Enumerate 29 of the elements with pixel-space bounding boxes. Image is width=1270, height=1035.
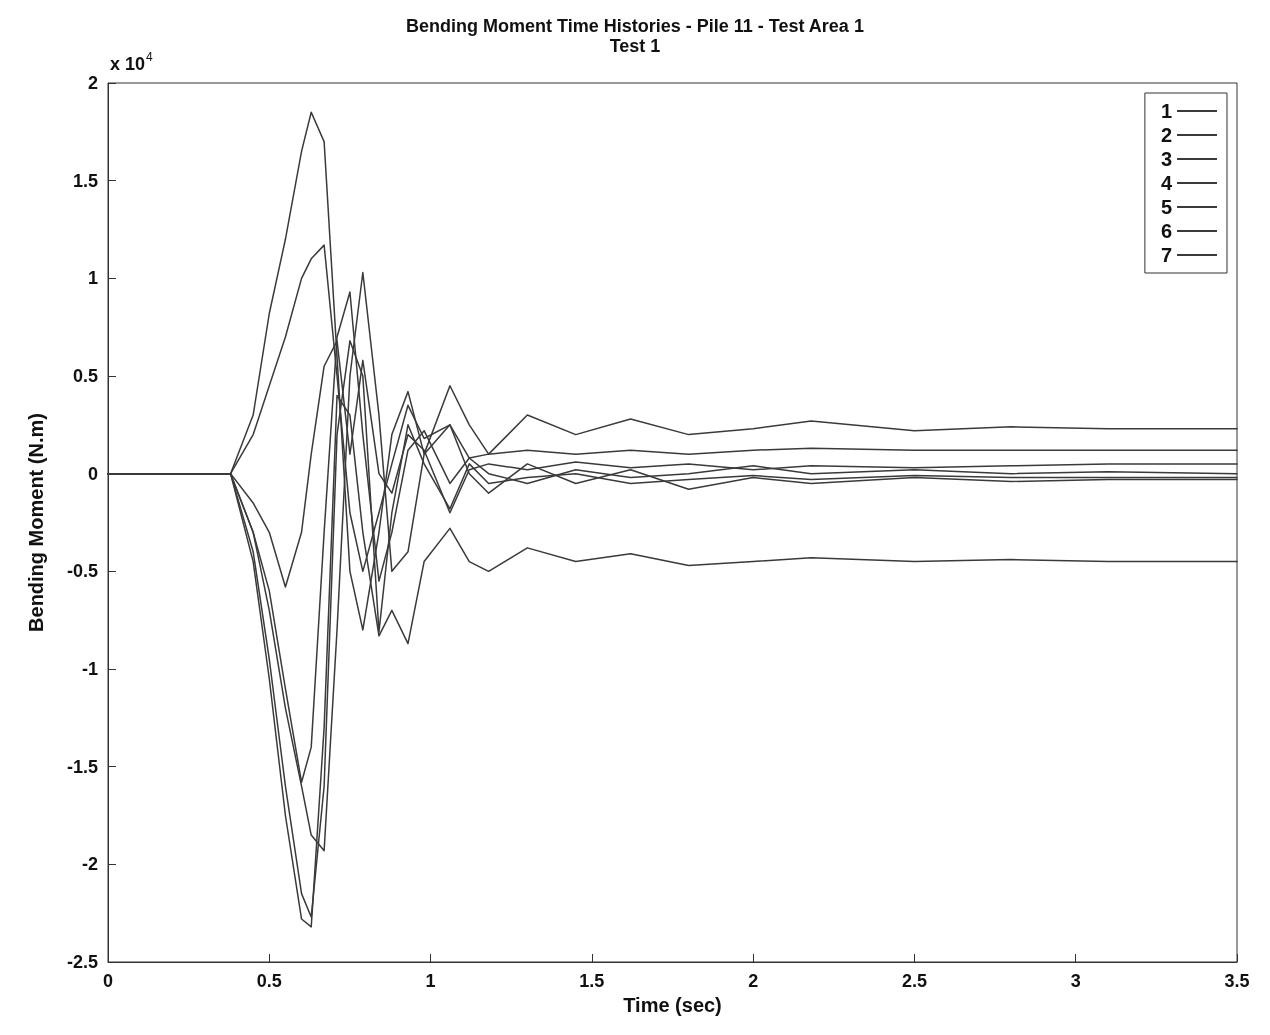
legend-label: 1	[1160, 100, 1172, 122]
x-tick-label: 0.5	[256, 971, 282, 991]
x-tick-label: 2	[748, 971, 759, 991]
legend-label: 2	[1160, 124, 1172, 146]
x-axis-title: Time (sec)	[623, 993, 722, 1016]
y-tick-label: -2.5	[66, 952, 98, 972]
legend-label: 3	[1160, 148, 1172, 170]
y-tick-label: 0.5	[72, 366, 98, 386]
legend-label: 4	[1160, 172, 1173, 194]
y-tick-label: -1.5	[66, 756, 98, 777]
y-tick-label: -2	[81, 854, 98, 875]
x-tick-label: 1	[425, 971, 436, 991]
y-tick-label: 0	[87, 463, 98, 484]
legend-label: 7	[1160, 244, 1172, 266]
y-tick-label: 2	[87, 73, 98, 93]
y-tick-label: 1	[87, 268, 98, 289]
x-tick-label: 0	[102, 971, 114, 991]
legend-label: 5	[1160, 196, 1172, 218]
x-tick-label: 2.5	[901, 971, 927, 991]
x-tick-label: 3	[1070, 971, 1081, 991]
y-tick-label: -0.5	[66, 561, 98, 582]
y-axis-title: Bending Moment (N.m)	[25, 413, 47, 632]
chart-title: Bending Moment Time Histories - Pile 11 - Test Area 1	[406, 16, 864, 36]
y-tick-label: 1.5	[72, 170, 98, 191]
legend-label: 6	[1160, 220, 1172, 242]
y-tick-label: -1	[81, 659, 98, 679]
chart-subtitle: Test 1	[609, 36, 661, 56]
x-tick-label: 1.5	[579, 971, 605, 991]
x-tick-label: 3.5	[1224, 971, 1250, 991]
